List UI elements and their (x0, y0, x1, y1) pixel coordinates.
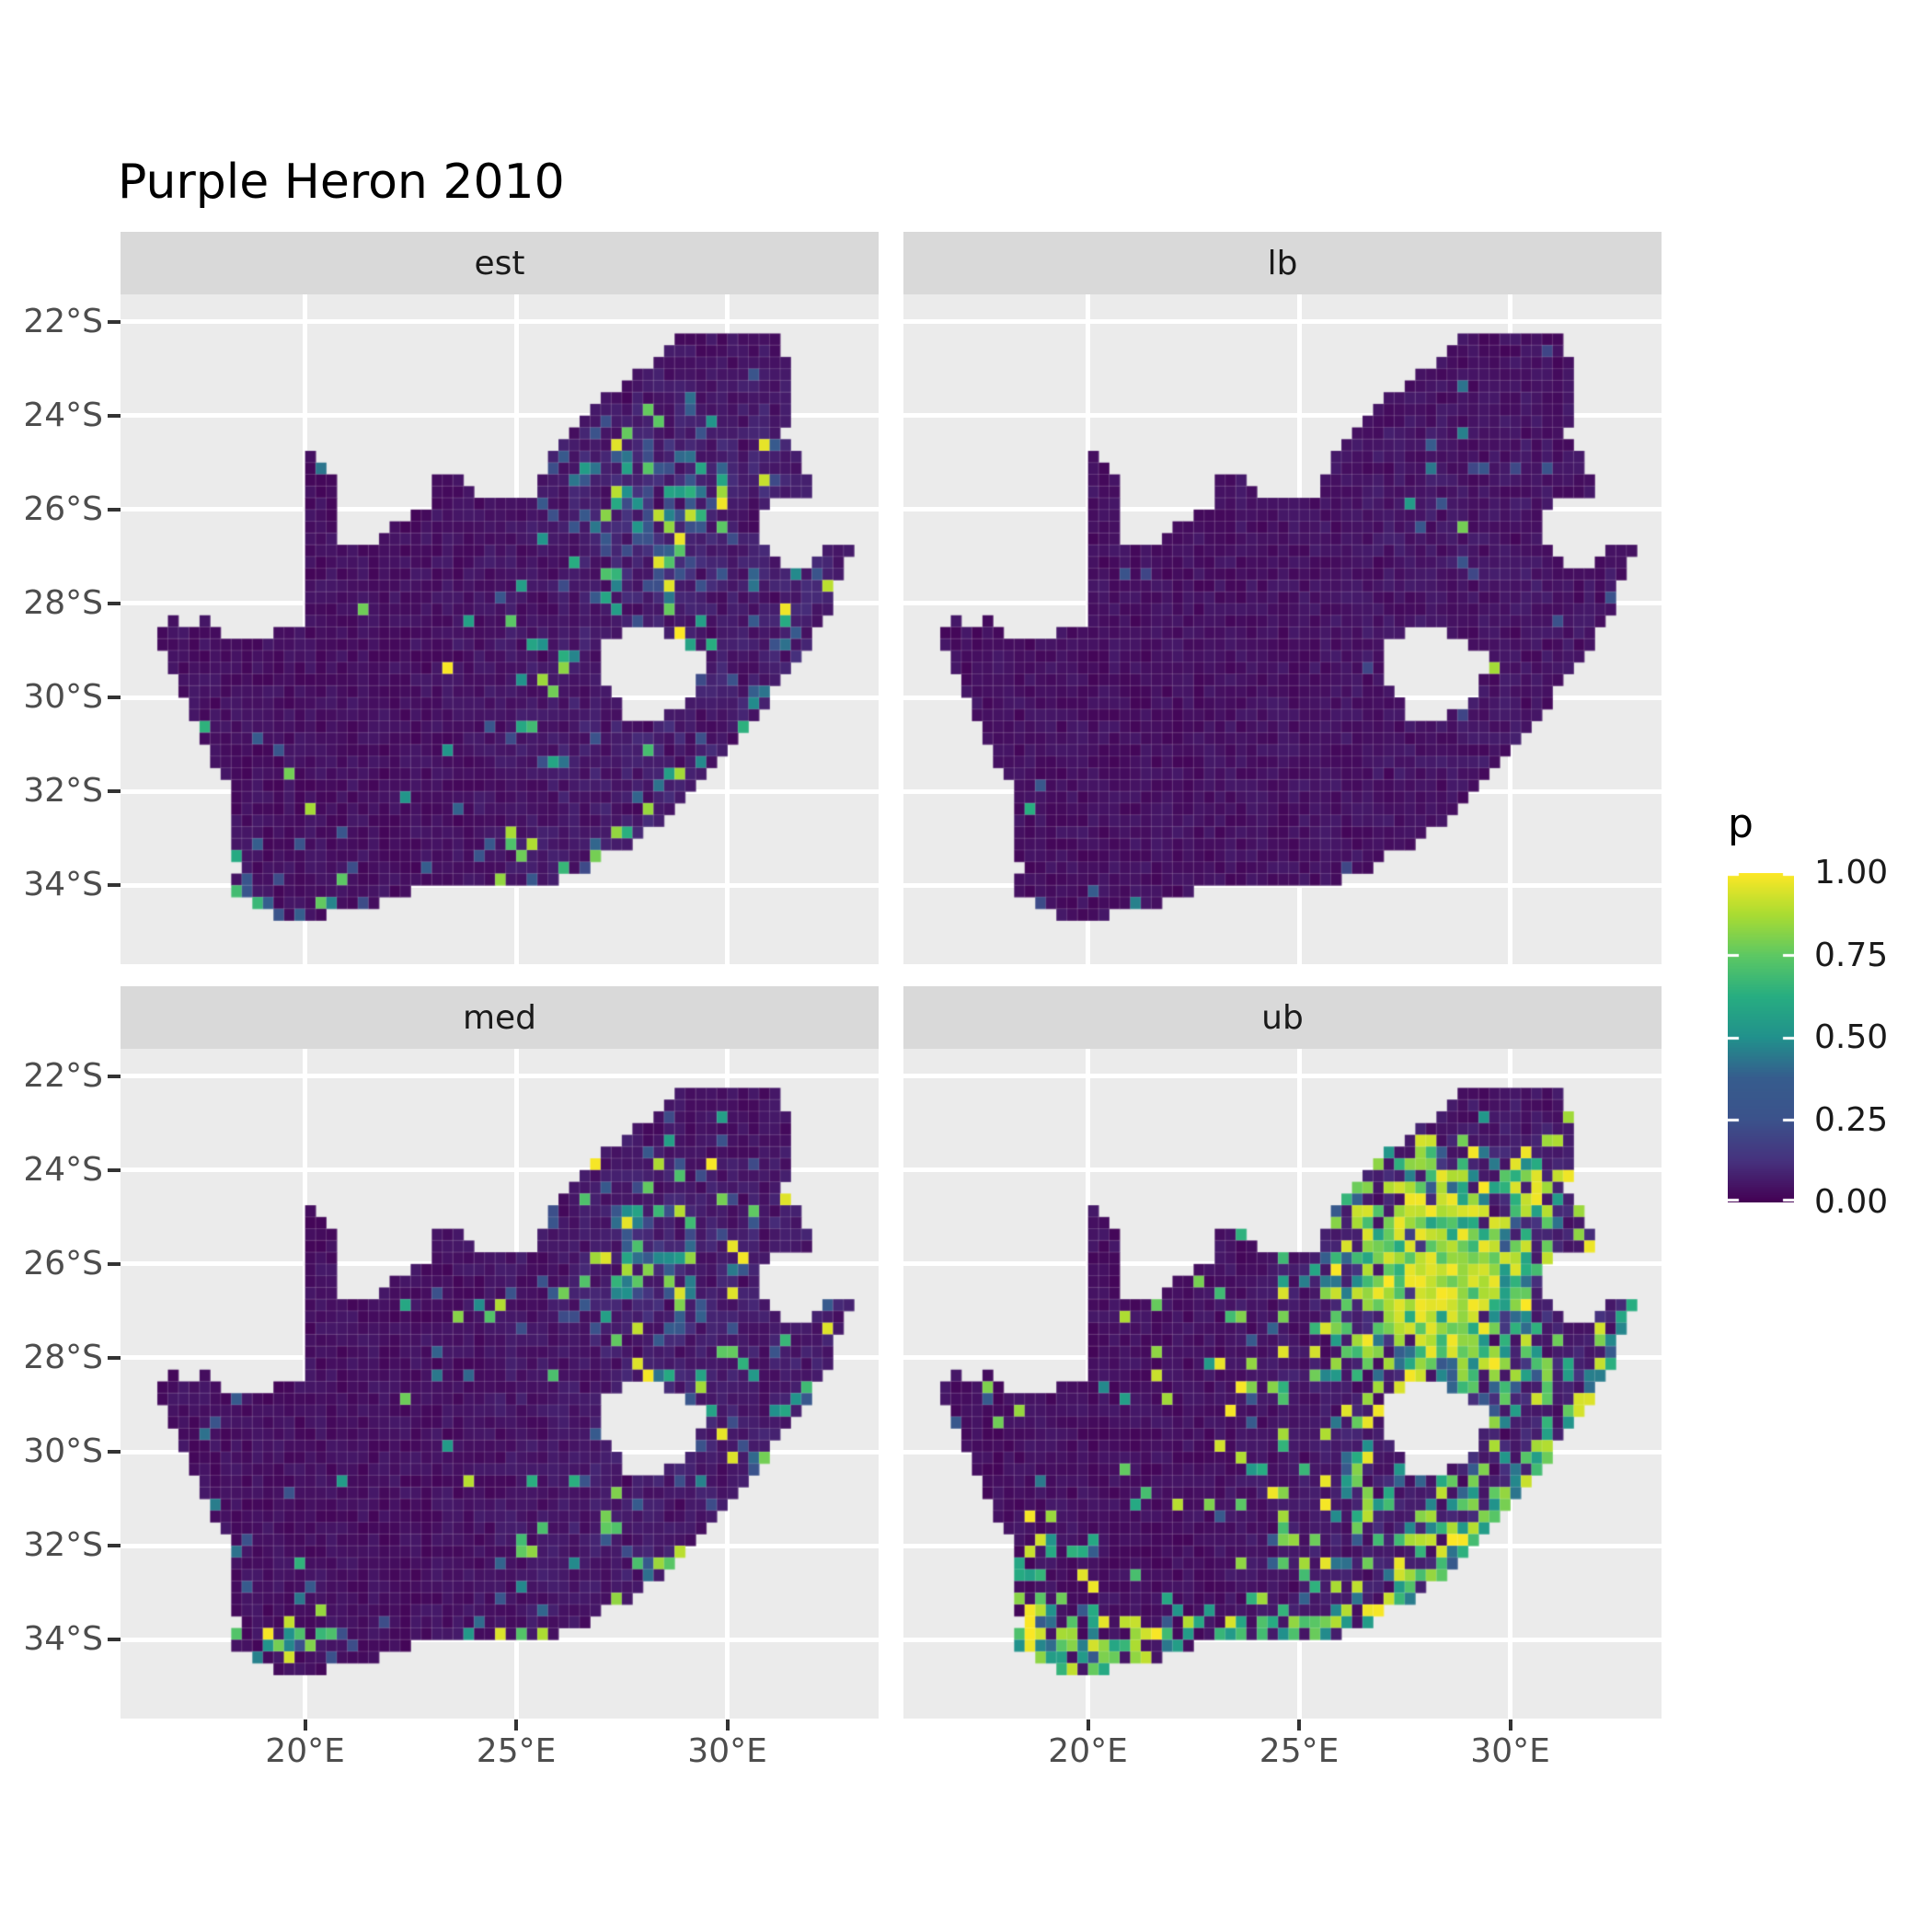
legend-break-label: 1.00 (1814, 854, 1889, 891)
legend-colorbar (1728, 873, 1794, 1202)
x-tick-label: 25°E (1259, 1732, 1340, 1770)
y-tick-mark (108, 1450, 121, 1454)
facet-strip-lb: lb (903, 232, 1662, 294)
y-tick-mark (108, 413, 121, 418)
facet-strip-ub: ub (903, 986, 1662, 1049)
x-tick-label: 25°E (476, 1732, 557, 1770)
plot-title: Purple Heron 2010 (118, 155, 565, 210)
panel-med (121, 1049, 879, 1719)
legend-break-label: 0.75 (1814, 936, 1889, 974)
x-tick-mark (514, 1719, 519, 1731)
y-tick-label: 28°S (23, 1338, 103, 1376)
y-tick-label: 30°S (23, 678, 103, 716)
x-tick-label: 20°E (1048, 1732, 1128, 1770)
y-tick-mark (108, 1261, 121, 1266)
legend-break-label: 0.25 (1814, 1100, 1889, 1139)
y-tick-label: 28°S (23, 583, 103, 622)
y-tick-mark (108, 1355, 121, 1360)
map-canvas-est (121, 294, 879, 964)
y-tick-label: 24°S (23, 396, 103, 434)
y-tick-mark (108, 1544, 121, 1548)
legend-break-label: 0.50 (1814, 1018, 1889, 1056)
x-tick-mark (303, 1719, 307, 1731)
y-tick-label: 26°S (23, 489, 103, 528)
y-tick-label: 26°S (23, 1244, 103, 1282)
legend-title: p (1728, 800, 1754, 847)
y-tick-label: 34°S (23, 866, 103, 904)
x-tick-label: 30°E (1470, 1732, 1550, 1770)
y-tick-mark (108, 883, 121, 888)
x-tick-mark (1297, 1719, 1302, 1731)
y-tick-mark (108, 319, 121, 324)
y-tick-label: 24°S (23, 1150, 103, 1189)
map-canvas-ub (903, 1049, 1662, 1719)
panel-lb (903, 294, 1662, 964)
y-tick-label: 22°S (23, 302, 103, 340)
y-tick-label: 32°S (23, 772, 103, 811)
y-tick-mark (108, 1167, 121, 1172)
x-tick-mark (1086, 1719, 1090, 1731)
y-tick-mark (108, 696, 121, 699)
y-tick-mark (108, 1638, 121, 1642)
y-tick-label: 22°S (23, 1056, 103, 1095)
x-tick-mark (1508, 1719, 1512, 1731)
facet-strip-est: est (121, 232, 879, 294)
x-tick-label: 20°E (265, 1732, 345, 1770)
map-canvas-med (121, 1049, 879, 1719)
facet-strip-label-med: med (462, 998, 537, 1037)
y-tick-label: 30°S (23, 1432, 103, 1470)
legend-break-label: 0.00 (1814, 1183, 1889, 1221)
x-tick-label: 30°E (687, 1732, 767, 1770)
panel-est (121, 294, 879, 964)
y-tick-mark (108, 601, 121, 605)
facet-strip-label-ub: ub (1261, 998, 1304, 1037)
x-tick-mark (725, 1719, 730, 1731)
facet-strip-label-lb: lb (1267, 244, 1298, 282)
y-tick-mark (108, 1074, 121, 1078)
y-tick-label: 32°S (23, 1526, 103, 1565)
panel-ub (903, 1049, 1662, 1719)
y-tick-mark (108, 789, 121, 794)
map-canvas-lb (903, 294, 1662, 964)
facet-strip-med: med (121, 986, 879, 1049)
facet-strip-label-est: est (474, 244, 525, 282)
y-tick-label: 34°S (23, 1620, 103, 1659)
y-tick-mark (108, 507, 121, 512)
